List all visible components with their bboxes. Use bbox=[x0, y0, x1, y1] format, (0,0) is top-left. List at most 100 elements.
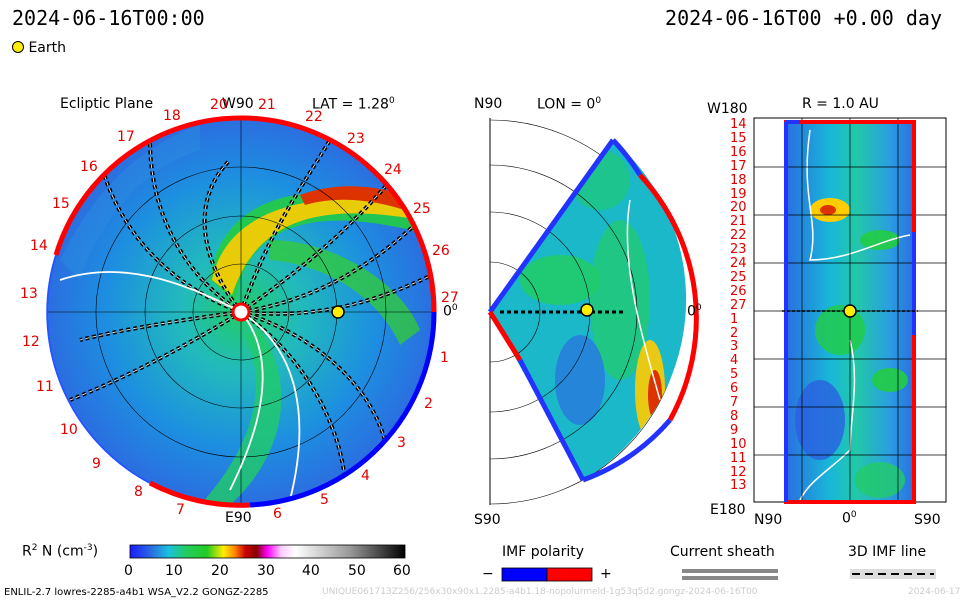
earth-marker-synoptic bbox=[843, 304, 857, 318]
rotation-label: 24 bbox=[384, 162, 402, 178]
synoptic-y-label: 2 bbox=[730, 325, 739, 341]
ecliptic-bottom-label: E90 bbox=[225, 510, 252, 526]
current-sheath-title: Current sheath bbox=[670, 544, 775, 560]
colorbar-tick-40: 40 bbox=[302, 563, 320, 579]
rotation-label: 18 bbox=[163, 108, 181, 124]
imf-polarity-title: IMF polarity bbox=[502, 544, 585, 560]
ecliptic-title: Ecliptic Plane bbox=[60, 96, 154, 112]
earth-marker bbox=[331, 305, 345, 319]
rotation-label: 8 bbox=[134, 484, 143, 500]
earth-marker-icon bbox=[12, 41, 24, 53]
model-info: ENLIL-2.7 lowres-2285-a4b1 WSA_V2.2 GONG… bbox=[4, 587, 269, 598]
rotation-label: 26 bbox=[432, 243, 450, 259]
rotation-label: 6 bbox=[273, 506, 282, 522]
synoptic-y-label: 16 bbox=[730, 144, 747, 160]
earth-marker-meridional bbox=[580, 303, 594, 317]
synoptic-x-label-n90: N90 bbox=[754, 512, 783, 528]
polarity-ring-negative bbox=[249, 311, 437, 508]
meridional-bottom-label: S90 bbox=[474, 512, 501, 528]
synoptic-y-label: 26 bbox=[730, 283, 747, 299]
rotation-label: 22 bbox=[305, 109, 323, 125]
synoptic-panel bbox=[753, 117, 947, 504]
density-colorbar bbox=[129, 544, 406, 559]
synoptic-y-label: 9 bbox=[730, 422, 739, 438]
synoptic-y-label: 23 bbox=[730, 242, 747, 258]
imf-polarity-negative-swatch bbox=[501, 567, 548, 582]
imf-polarity-minus: − bbox=[482, 566, 494, 582]
synoptic-y-label: 21 bbox=[730, 214, 747, 230]
synoptic-y-label: 17 bbox=[730, 158, 747, 174]
rotation-label: 21 bbox=[258, 97, 276, 113]
rotation-label: 17 bbox=[117, 129, 135, 145]
synoptic-y-label: 25 bbox=[730, 269, 747, 285]
rotation-label: 5 bbox=[320, 492, 329, 508]
imf-polarity-plus: + bbox=[600, 566, 612, 582]
synoptic-y-label: 5 bbox=[730, 367, 739, 383]
synoptic-y-label: 18 bbox=[730, 172, 747, 188]
synoptic-x-label-0: 00 bbox=[842, 510, 857, 527]
rotation-label: 11 bbox=[36, 379, 54, 395]
rotation-label: 13 bbox=[20, 286, 38, 302]
sun-marker bbox=[231, 302, 251, 322]
synoptic-y-label: 24 bbox=[730, 256, 747, 271]
rotation-label: 10 bbox=[60, 422, 78, 438]
density-band-south bbox=[200, 330, 282, 505]
density-band-west bbox=[60, 125, 200, 280]
colorbar-tick-0: 0 bbox=[124, 563, 133, 579]
rotation-label: 25 bbox=[413, 201, 431, 217]
synoptic-y-label: 12 bbox=[730, 464, 747, 480]
synoptic-y-label: 27 bbox=[730, 297, 747, 313]
rotation-label: 12 bbox=[22, 334, 40, 350]
ecliptic-top-label: W90 bbox=[222, 96, 254, 112]
lon-label: LON = 00 bbox=[537, 96, 602, 113]
synoptic-y-label: 10 bbox=[730, 436, 747, 452]
earth-legend: Earth bbox=[12, 40, 66, 56]
synoptic-y-label: 8 bbox=[730, 408, 739, 424]
synoptic-y-label: 11 bbox=[730, 450, 747, 466]
imf-polarity-positive-swatch bbox=[546, 567, 593, 582]
rotation-label: 27 bbox=[441, 290, 459, 306]
synoptic-y-label: 14 bbox=[730, 117, 747, 132]
meridional-top-label: N90 bbox=[474, 96, 503, 112]
synoptic-y-label: 13 bbox=[730, 478, 747, 494]
rotation-label: 4 bbox=[361, 468, 370, 484]
ecliptic-panel bbox=[46, 115, 437, 508]
run-watermark-right: 2024-06-17 bbox=[908, 587, 960, 597]
rotation-label: 2 bbox=[424, 396, 433, 412]
meridional-right-label: 00 bbox=[687, 303, 702, 320]
synoptic-y-label: 3 bbox=[730, 339, 739, 355]
synoptic-y-label: 22 bbox=[730, 228, 747, 244]
imf-line-title: 3D IMF line bbox=[848, 544, 927, 560]
rotation-label: 7 bbox=[176, 502, 185, 518]
timestamp-left: 2024-06-16T00:00 bbox=[12, 6, 205, 30]
rotation-label: 16 bbox=[80, 159, 98, 175]
colorbar-label: R2 N (cm-3) bbox=[22, 543, 99, 560]
rotation-label: 1 bbox=[440, 350, 449, 366]
synoptic-y-label: 1 bbox=[730, 311, 739, 327]
synoptic-y-label: 15 bbox=[730, 130, 747, 146]
colorbar-tick-30: 30 bbox=[257, 563, 275, 579]
synoptic-bottom-left: E180 bbox=[710, 502, 746, 518]
timestamp-right: 2024-06-16T00 +0.00 day bbox=[665, 6, 942, 30]
synoptic-x-label-s90: S90 bbox=[914, 512, 941, 528]
run-watermark: UNIQUE061713Z256/256x30x90x1.2285-a4b1.1… bbox=[322, 587, 758, 597]
synoptic-y-label: 20 bbox=[730, 200, 747, 216]
rotation-label: 15 bbox=[52, 196, 70, 212]
synoptic-y-label: 7 bbox=[730, 395, 739, 410]
synoptic-r-label: R = 1.0 AU bbox=[802, 96, 879, 112]
rotation-label: 23 bbox=[347, 131, 365, 147]
colorbar-tick-20: 20 bbox=[211, 563, 229, 579]
lat-label: LAT = 1.280 bbox=[312, 96, 395, 113]
current-sheath-lines bbox=[59, 271, 301, 501]
rotation-label: 9 bbox=[92, 456, 101, 472]
synoptic-y-label: 4 bbox=[730, 353, 739, 369]
meridional-panel bbox=[487, 118, 699, 505]
current-sheath-swatch bbox=[682, 569, 778, 573]
colorbar-tick-60: 60 bbox=[393, 563, 411, 579]
colorbar-tick-10: 10 bbox=[165, 563, 183, 579]
polarity-ring-positive bbox=[53, 115, 322, 256]
colorbar-tick-50: 50 bbox=[348, 563, 366, 579]
ecliptic-right-label: 00 bbox=[443, 303, 458, 320]
earth-legend-label: Earth bbox=[28, 40, 66, 56]
